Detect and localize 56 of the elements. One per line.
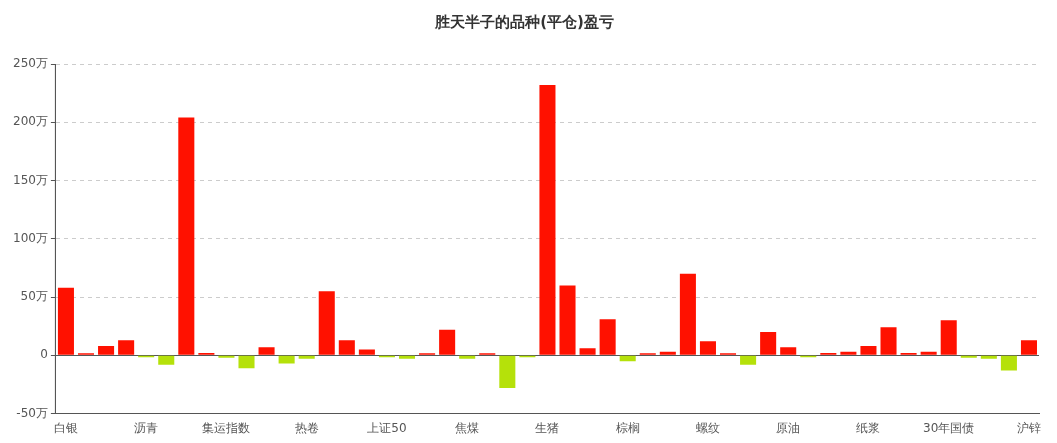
x-tick-label: 螺纹 <box>695 420 720 435</box>
bar <box>158 355 175 365</box>
bar <box>599 319 616 355</box>
bar <box>459 355 476 359</box>
bar <box>338 340 355 355</box>
bar <box>860 346 877 355</box>
y-tick-label: 100万 <box>13 230 48 245</box>
bar <box>439 329 456 355</box>
bar <box>679 273 696 355</box>
x-tick-label: 白银 <box>53 420 78 435</box>
x-tick-label: 棕榈 <box>615 420 640 435</box>
x-tick-label: 沥青 <box>134 420 159 435</box>
x-tick-label: 原油 <box>776 420 801 435</box>
bar <box>238 355 255 369</box>
x-tick-label: 热卷 <box>294 420 319 435</box>
x-tick-label: 集运指数 <box>202 420 251 435</box>
y-tick-label: 0 <box>40 347 48 362</box>
y-tick-label: 250万 <box>13 56 48 71</box>
bar <box>258 347 275 355</box>
bar <box>699 341 716 355</box>
x-tick-label: 焦煤 <box>455 420 480 435</box>
x-tick-label: 30年国债 <box>923 420 975 435</box>
x-tick-label: 纸浆 <box>856 420 881 435</box>
bar <box>659 351 676 355</box>
y-tick-label: 200万 <box>13 114 48 129</box>
bar <box>358 349 375 355</box>
bar <box>760 332 777 355</box>
bar <box>298 355 315 359</box>
bar <box>780 347 797 355</box>
bar <box>1000 355 1017 371</box>
bar <box>980 355 997 359</box>
bar <box>619 355 636 362</box>
bar <box>579 348 596 355</box>
bar <box>920 351 937 355</box>
x-tick-label: 沪锌 <box>1016 420 1041 435</box>
chart-title: 胜天半子的品种(平仓)盈亏 <box>434 12 614 31</box>
bar <box>840 351 857 355</box>
bar <box>57 287 74 355</box>
bar <box>740 355 757 365</box>
bar <box>559 285 576 355</box>
bar <box>178 117 195 355</box>
bar <box>499 355 516 388</box>
x-tick-label: 上证50 <box>367 420 407 435</box>
bar <box>880 327 897 355</box>
bar <box>398 355 416 359</box>
bar <box>940 320 957 355</box>
y-tick-label: 50万 <box>20 289 48 304</box>
bar <box>539 84 556 355</box>
bar <box>1020 340 1037 355</box>
y-tick-label: 150万 <box>13 172 48 187</box>
bar <box>318 291 335 355</box>
x-tick-label: 生猪 <box>535 420 560 435</box>
y-tick-label: -50万 <box>16 405 48 420</box>
bar <box>98 346 115 355</box>
bar <box>278 355 295 364</box>
bar <box>118 340 135 355</box>
